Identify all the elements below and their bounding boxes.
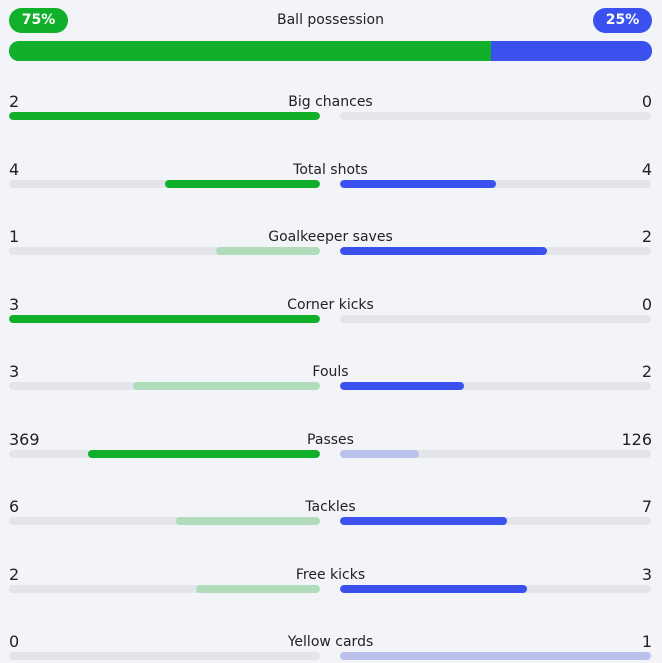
stat-row: 2 Free kicks 3 [9, 565, 652, 605]
stat-row: 4 Total shots 4 [9, 160, 652, 200]
away-stat-bar-track [340, 382, 651, 390]
stat-label: Goalkeeper saves [268, 229, 393, 245]
away-stat-bar-fill [340, 585, 527, 593]
home-stat-bar-track [9, 652, 320, 660]
away-stat-bar-track [340, 112, 651, 120]
stat-row: 3 Corner kicks 0 [9, 295, 652, 335]
away-stat-bar-track [340, 652, 651, 660]
stat-label: Total shots [293, 162, 368, 178]
home-possession-badge: 75% [9, 8, 68, 33]
away-stat-bar-track [340, 247, 651, 255]
home-stat-value: 0 [9, 632, 20, 651]
away-stat-bar-fill [340, 247, 548, 255]
home-stat-bar-fill [88, 450, 320, 458]
home-stat-value: 3 [9, 362, 20, 381]
away-stat-value: 7 [641, 497, 652, 516]
away-stat-bar-fill [340, 180, 496, 188]
home-stat-bar-fill [216, 247, 320, 255]
home-stat-bar-track [9, 382, 320, 390]
home-stat-bar-fill [164, 180, 320, 188]
stat-label: Passes [307, 432, 354, 448]
away-stat-value: 0 [641, 92, 652, 111]
away-stat-value: 3 [641, 565, 652, 584]
away-stat-bar-fill [340, 382, 465, 390]
possession-bar-home [9, 41, 492, 61]
away-stat-bar-track [340, 517, 651, 525]
home-stat-value: 4 [9, 160, 20, 179]
home-stat-bar-fill [133, 382, 320, 390]
home-stat-value: 2 [9, 92, 20, 111]
possession-bar-away [491, 41, 652, 61]
home-stat-bar-fill [9, 315, 320, 323]
away-stat-value: 2 [641, 362, 652, 381]
home-stat-value: 1 [9, 227, 20, 246]
away-stat-bar-track [340, 585, 651, 593]
away-stat-value: 1 [641, 632, 652, 651]
stat-label: Fouls [312, 364, 349, 380]
home-stat-bar-track [9, 315, 320, 323]
possession-label: Ball possession [277, 12, 384, 28]
away-stat-value: 126 [621, 430, 652, 449]
home-stat-bar-fill [9, 112, 320, 120]
home-stat-bar-track [9, 180, 320, 188]
stat-row: 2 Big chances 0 [9, 92, 652, 132]
stat-label: Free kicks [295, 567, 366, 583]
home-stat-bar-track [9, 247, 320, 255]
home-stat-bar-track [9, 585, 320, 593]
home-stat-value: 369 [9, 430, 40, 449]
home-stat-bar-fill [195, 585, 320, 593]
stat-row: 1 Goalkeeper saves 2 [9, 227, 652, 267]
possession-header: 75% Ball possession 25% [9, 8, 652, 33]
away-stat-value: 2 [641, 227, 652, 246]
away-stat-bar-track [340, 315, 651, 323]
stat-label: Yellow cards [287, 634, 374, 650]
away-stat-value: 0 [641, 295, 652, 314]
stat-label: Corner kicks [287, 297, 374, 313]
home-stat-value: 6 [9, 497, 20, 516]
away-possession-badge: 25% [593, 8, 652, 33]
away-stat-bar-fill [340, 517, 508, 525]
stat-row: 6 Tackles 7 [9, 497, 652, 537]
stat-row: 0 Yellow cards 1 [9, 632, 652, 663]
stat-row: 369 Passes 126 [9, 430, 652, 470]
away-stat-bar-track [340, 180, 651, 188]
home-stat-bar-track [9, 450, 320, 458]
away-stat-bar-track [340, 450, 651, 458]
home-stat-bar-track [9, 517, 320, 525]
stat-row: 3 Fouls 2 [9, 362, 652, 402]
away-stat-value: 4 [641, 160, 652, 179]
away-stat-bar-fill [340, 652, 651, 660]
stat-label: Big chances [288, 94, 373, 110]
home-stat-value: 2 [9, 565, 20, 584]
away-stat-bar-fill [340, 450, 420, 458]
home-stat-bar-fill [176, 517, 320, 525]
possession-bar [9, 41, 652, 61]
stat-label: Tackles [305, 499, 356, 515]
home-stat-value: 3 [9, 295, 20, 314]
home-stat-bar-track [9, 112, 320, 120]
